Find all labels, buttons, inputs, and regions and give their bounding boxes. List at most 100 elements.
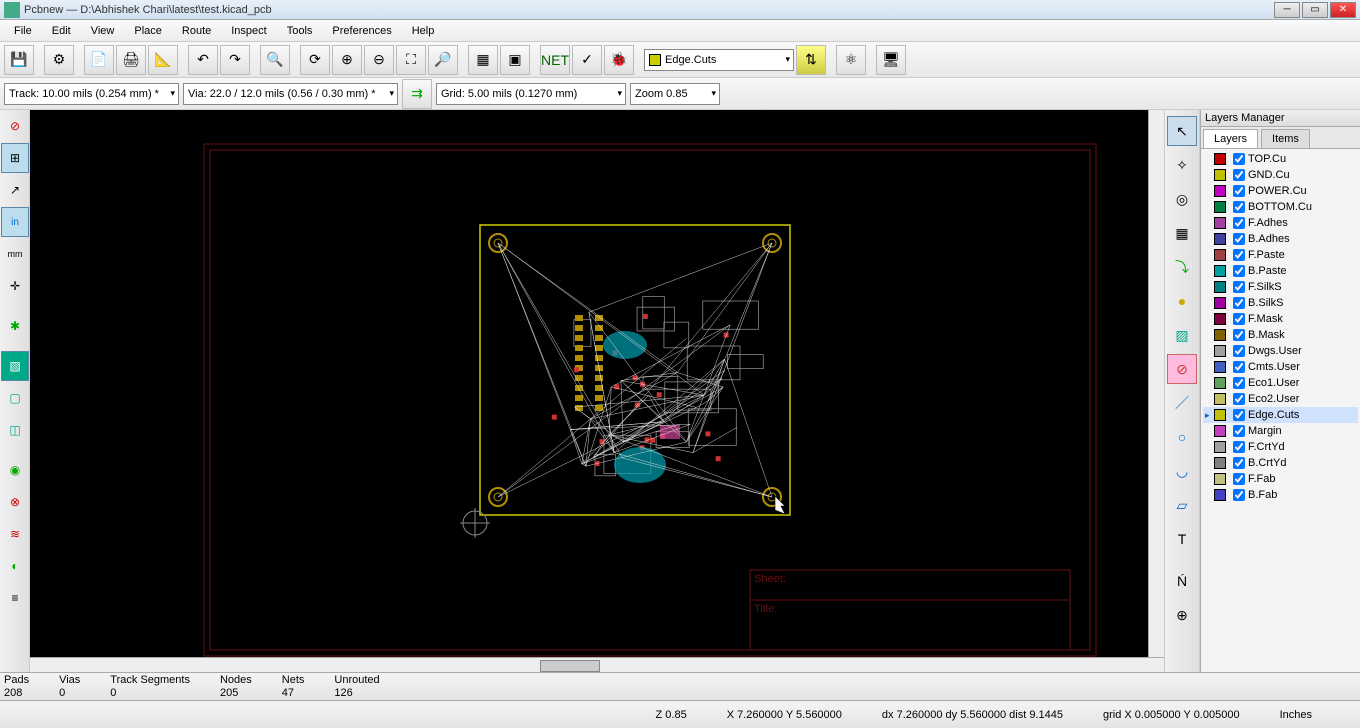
contrast-toggle[interactable]: ◐ [1,551,29,581]
layer-row-b-crtyd[interactable]: B.CrtYd [1203,455,1358,471]
layer-visible-checkbox[interactable] [1233,409,1245,421]
layer-visible-checkbox[interactable] [1233,473,1245,485]
units-inch-toggle[interactable]: in [1,207,29,237]
layer-row-b-paste[interactable]: B.Paste [1203,263,1358,279]
via-tool[interactable]: ● [1167,286,1197,316]
arc-tool[interactable]: ◡ [1167,456,1197,486]
layer-row-dwgs-user[interactable]: Dwgs.User [1203,343,1358,359]
via-sketch-toggle[interactable]: ⊗ [1,487,29,517]
layer-visible-checkbox[interactable] [1233,281,1245,293]
layer-row-b-adhes[interactable]: B.Adhes [1203,231,1358,247]
layer-row-f-mask[interactable]: F.Mask [1203,311,1358,327]
print-button[interactable]: 🖨 [116,45,146,75]
3d-viewer-button[interactable]: 🖥 [876,45,906,75]
layer-row-edge-cuts[interactable]: ▸ Edge.Cuts [1203,407,1358,423]
save-button[interactable]: 💾 [4,45,34,75]
find-button[interactable]: 🔍 [260,45,290,75]
layer-visible-checkbox[interactable] [1233,265,1245,277]
grid-select[interactable]: Grid: 5.00 mils (0.1270 mm) [436,83,626,105]
tab-items[interactable]: Items [1261,129,1310,148]
zone-tool[interactable]: ▨ [1167,320,1197,350]
maximize-button[interactable]: ▭ [1302,2,1328,18]
layer-visible-checkbox[interactable] [1233,361,1245,373]
pad-sketch-toggle[interactable]: ◉ [1,455,29,485]
menu-view[interactable]: View [81,23,125,39]
circle-tool[interactable]: ○ [1167,422,1197,452]
layer-row-eco1-user[interactable]: Eco1.User [1203,375,1358,391]
menu-preferences[interactable]: Preferences [322,23,401,39]
minimize-button[interactable]: ─ [1274,2,1300,18]
refresh-button[interactable]: ⟳ [300,45,330,75]
via-size-select[interactable]: Via: 22.0 / 12.0 mils (0.56 / 0.30 mm) * [183,83,398,105]
zone-hide-toggle[interactable]: ◫ [1,415,29,445]
layer-row-f-paste[interactable]: F.Paste [1203,247,1358,263]
zone-fill-toggle[interactable]: ▧ [1,351,29,381]
layer-row-b-mask[interactable]: B.Mask [1203,327,1358,343]
line-tool[interactable]: ／ [1167,388,1197,418]
pcb-canvas[interactable]: Sheet:Title: [30,110,1164,673]
local-ratsnest-tool[interactable]: ◎ [1167,184,1197,214]
menu-file[interactable]: File [4,23,42,39]
menu-tools[interactable]: Tools [277,23,323,39]
cursor-shape-toggle[interactable]: ✛ [1,271,29,301]
layer-visible-checkbox[interactable] [1233,345,1245,357]
layer-visible-checkbox[interactable] [1233,233,1245,245]
text-tool[interactable]: T [1167,524,1197,554]
footprint-tool[interactable]: ▦ [1167,218,1197,248]
layer-visible-checkbox[interactable] [1233,249,1245,261]
zoom-out-button[interactable]: ⊖ [364,45,394,75]
grid-toggle[interactable]: ⊞ [1,143,29,173]
menu-route[interactable]: Route [172,23,221,39]
auto-track-button[interactable]: ⇉ [402,79,432,109]
vertical-scrollbar[interactable] [1148,110,1164,657]
layer-visible-checkbox[interactable] [1233,425,1245,437]
layer-visible-checkbox[interactable] [1233,441,1245,453]
zoom-in-button[interactable]: ⊕ [332,45,362,75]
layer-row-bottom-cu[interactable]: BOTTOM.Cu [1203,199,1358,215]
layer-visible-checkbox[interactable] [1233,313,1245,325]
layer-row-power-cu[interactable]: POWER.Cu [1203,183,1358,199]
units-mm-toggle[interactable]: mm [1,239,29,269]
layer-select[interactable]: Edge.Cuts [644,49,794,71]
zoom-selection-button[interactable]: 🔎 [428,45,458,75]
update-pcb-button[interactable]: NET [540,45,570,75]
zoom-select[interactable]: Zoom 0.85 [630,83,720,105]
horizontal-scrollbar[interactable] [30,657,1164,673]
layer-visible-checkbox[interactable] [1233,489,1245,501]
origin-tool[interactable]: ⊕ [1167,600,1197,630]
zoom-fit-button[interactable]: ⛶ [396,45,426,75]
layer-row-gnd-cu[interactable]: GND.Cu [1203,167,1358,183]
dimension-tool[interactable]: Ń [1167,566,1197,596]
layer-visible-checkbox[interactable] [1233,329,1245,341]
layer-visible-checkbox[interactable] [1233,457,1245,469]
close-button[interactable]: ✕ [1330,2,1356,18]
tab-layers[interactable]: Layers [1203,129,1258,148]
polar-toggle[interactable]: ↗ [1,175,29,205]
select-tool[interactable]: ↖ [1167,116,1197,146]
zone-outline-toggle[interactable]: ▢ [1,383,29,413]
board-setup-button[interactable]: ⚙ [44,45,74,75]
route-track-tool[interactable]: ⤵ [1167,252,1197,282]
polygon-tool[interactable]: ▱ [1167,490,1197,520]
layer-visible-checkbox[interactable] [1233,217,1245,229]
layer-row-eco2-user[interactable]: Eco2.User [1203,391,1358,407]
layer-visible-checkbox[interactable] [1233,201,1245,213]
drc-off-icon[interactable]: ⊘ [1,111,29,141]
layer-row-b-fab[interactable]: B.Fab [1203,487,1358,503]
layer-visible-checkbox[interactable] [1233,169,1245,181]
track-sketch-toggle[interactable]: ≋ [1,519,29,549]
layer-row-margin[interactable]: Margin [1203,423,1358,439]
layer-visible-checkbox[interactable] [1233,185,1245,197]
ratsnest-toggle[interactable]: ✱ [1,311,29,341]
layers-toggle[interactable]: ≡ [1,583,29,613]
menu-inspect[interactable]: Inspect [221,23,276,39]
layer-row-b-silks[interactable]: B.SilkS [1203,295,1358,311]
bug-button[interactable]: 🐞 [604,45,634,75]
footprint-viewer-button[interactable]: ▣ [500,45,530,75]
layer-visible-checkbox[interactable] [1233,377,1245,389]
track-width-select[interactable]: Track: 10.00 mils (0.254 mm) * [4,83,179,105]
layer-row-f-silks[interactable]: F.SilkS [1203,279,1358,295]
menu-place[interactable]: Place [124,23,172,39]
layer-visible-checkbox[interactable] [1233,297,1245,309]
keepout-tool[interactable]: ⊘ [1167,354,1197,384]
